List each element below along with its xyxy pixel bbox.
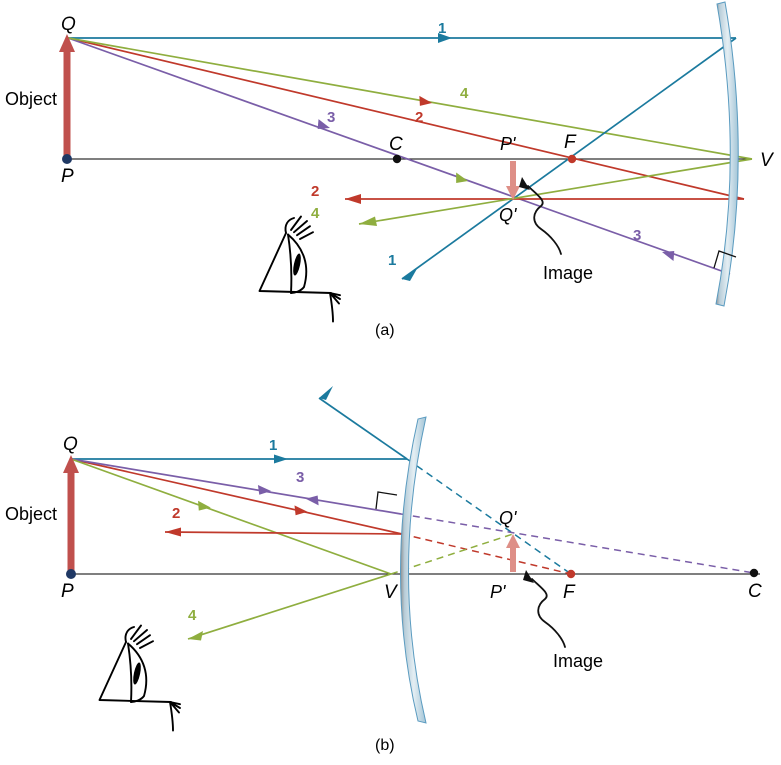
svg-text:F: F [564,132,577,153]
svg-text:1: 1 [438,20,446,37]
svg-text:P: P [61,166,74,187]
svg-text:Q: Q [63,434,78,455]
svg-text:P': P' [500,134,516,154]
svg-text:2: 2 [311,183,319,200]
svg-text:(b): (b) [375,737,395,754]
svg-text:Q': Q' [499,508,517,528]
svg-text:2: 2 [172,505,180,522]
svg-text:3: 3 [327,109,335,126]
svg-text:P': P' [490,582,506,602]
svg-text:Image: Image [543,263,593,283]
svg-text:F: F [563,582,576,603]
svg-text:Q': Q' [499,205,517,225]
svg-text:(a): (a) [375,322,395,339]
svg-text:3: 3 [633,227,641,244]
svg-text:Q: Q [61,14,76,35]
svg-text:1: 1 [388,252,396,269]
svg-text:4: 4 [311,205,320,222]
svg-text:P: P [61,581,74,602]
svg-text:4: 4 [460,85,469,102]
svg-text:4: 4 [188,607,197,624]
svg-text:Object: Object [5,89,57,109]
svg-text:C: C [389,134,403,155]
svg-text:C: C [748,581,762,602]
svg-text:3: 3 [296,469,304,486]
svg-text:Image: Image [553,651,603,671]
svg-text:Object: Object [5,504,57,524]
svg-text:2: 2 [415,109,423,126]
svg-text:1: 1 [269,437,277,454]
